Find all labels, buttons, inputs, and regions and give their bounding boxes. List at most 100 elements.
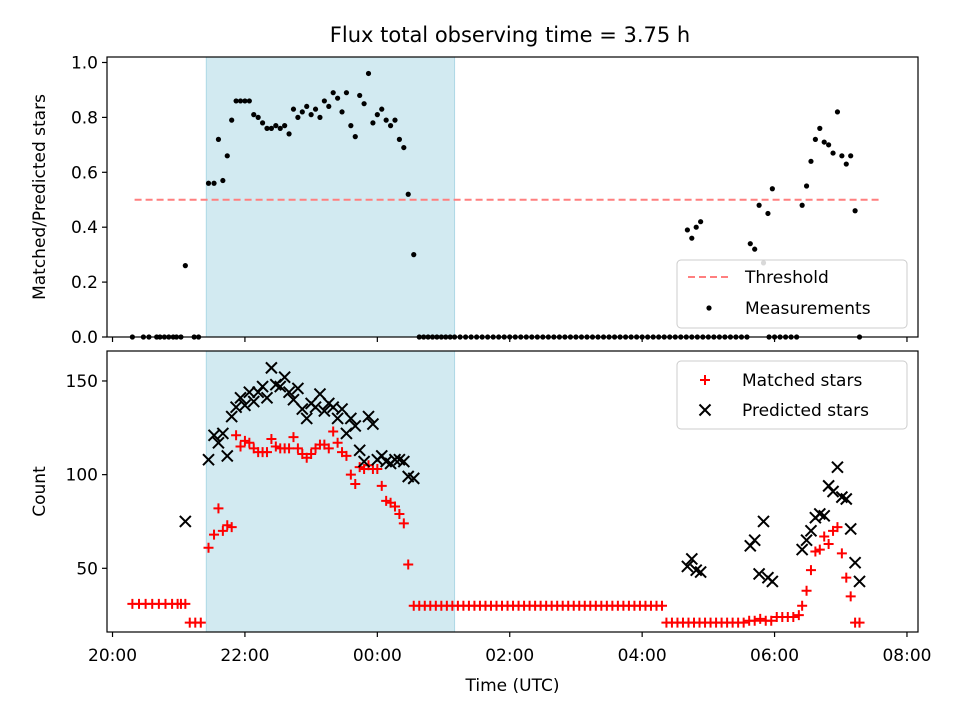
measurement-point [843,161,849,167]
predicted-star-point [309,400,322,414]
measurement-point [747,241,753,247]
matched-star-point [222,520,233,531]
matched-star-point [266,434,277,445]
matched-star-point [810,546,821,557]
measurement-point [304,103,310,110]
measurement-point [401,144,407,151]
predicted-star-point [844,522,857,536]
matched-star-point [823,538,834,549]
matched-star-point [195,617,206,628]
top-y-tick-label: 0.8 [71,108,98,128]
predicted-star-point [212,436,225,450]
matched-star-point [766,615,777,626]
predicted-star-point [265,361,278,375]
measurement-point [220,177,226,184]
legend-measurements-swatch [706,305,712,311]
measurement-point [352,134,358,140]
measurement-point [326,103,332,110]
matched-star-point [284,443,295,454]
predicted-star-point [247,395,260,408]
measurement-point [803,183,810,189]
matched-star-point [788,612,799,623]
predicted-star-point [225,410,238,423]
matched-star-point [235,441,246,452]
chart-title: Flux total observing time = 3.75 h [330,23,690,47]
top-y-axis-label: Matched/Predicted stars [30,94,50,300]
bottom-axes-frame [106,350,919,633]
predicted-star-point [274,380,287,393]
measurement-point [848,153,854,159]
matched-star-point [814,544,825,555]
predicted-star-point [766,575,779,588]
bottom-y-tick-label: 50 [76,559,98,579]
legend-box [676,259,908,329]
matched-star-point [288,432,299,443]
legend-measurements-label: Measurements [745,299,871,319]
matched-star-point [213,503,224,514]
measurement-point [321,98,327,104]
bottom-x-tick-label: 22:00 [220,646,269,666]
measurement-point [799,202,805,208]
measurement-point [339,109,345,115]
bottom-x-tick-label: 00:00 [353,646,402,666]
top-y-tick-label: 0.2 [71,273,98,293]
measurement-point [264,125,270,131]
bottom-y-axis-label: Count [30,466,50,517]
bottom-x-axis-label: Time (UTC) [465,676,560,696]
measurement-point [205,180,212,186]
measurement-point [182,263,188,269]
predicted-star-point [179,515,192,528]
bottom-legend: Matched stars Predicted stars [676,360,908,430]
matched-star-point [381,495,392,506]
top-axes-frame [106,56,919,338]
matched-star-point [376,480,387,491]
top-panel: 0.0 0.2 0.4 0.6 0.8 1.0 Matched/Predicted star… [30,53,919,348]
measurement-point [335,95,341,101]
matched-star-point [801,585,812,596]
measurement-point [834,109,841,115]
bottom-panel: 50 100 150 20:00 22:00 00:00 02:00 04:00 06:00 08… [30,350,931,696]
matched-star-point [797,600,808,611]
measurement-point [251,112,257,118]
measurement-point [852,208,858,214]
measurement-point [830,150,836,156]
predicted-star-point [300,412,313,425]
predicted-star-point [818,509,831,523]
matched-star-point [226,522,237,533]
measurement-point [312,106,319,112]
measurement-point [317,114,323,120]
matched-star-point [270,441,281,452]
measurement-point [756,202,762,208]
bottom-x-tick-label: 02:00 [485,646,534,666]
predicted-star-point [243,386,256,399]
legend-predicted-label: Predicted stars [742,401,869,421]
measurement-point [242,98,248,104]
matched-star-point [389,501,400,512]
matched-star-point [793,610,804,621]
predicted-star-point [831,460,844,474]
matched-star-point [306,449,317,460]
measurement-point [411,252,417,258]
measurement-point [357,92,363,99]
legend-matched-swatch [700,375,710,385]
matched-star-point [209,529,220,540]
predicted-star-point [397,455,411,468]
matched-star-point [203,542,214,553]
measurement-point [698,219,704,225]
matched-star-point [819,531,830,542]
measurement-point [383,117,389,123]
top-observing-window [205,56,456,338]
bottom-x-tick-label: 06:00 [750,646,799,666]
matched-star-point [738,617,749,628]
matched-star-point [372,464,383,475]
measurement-point [817,125,823,131]
predicted-star-point [748,533,761,547]
predicted-star-point [366,417,380,431]
measurement-point [282,123,288,129]
top-y-tick-label: 0.6 [71,163,98,183]
matched-star-point [292,443,303,454]
measurement-point [277,125,283,131]
predicted-star-point [291,382,305,395]
matched-star-point [244,437,255,448]
measurement-point [374,112,380,118]
